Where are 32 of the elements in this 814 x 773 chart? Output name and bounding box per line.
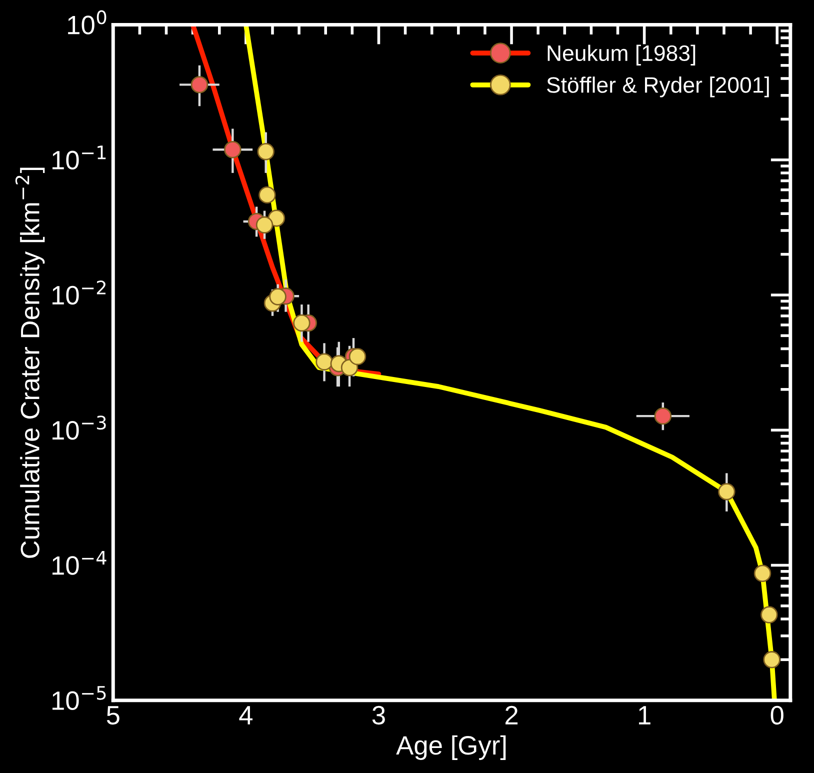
point (654, 407, 672, 425)
y-tick-label: 10$^{−2}$ (52, 280, 106, 305)
x-tick-label: 3 (372, 706, 385, 725)
x-tick-label: 0 (770, 706, 784, 725)
x-tick-label: 5 (106, 706, 120, 725)
point (718, 483, 736, 500)
legend-label: Stöffler & Ryder [2001] (547, 76, 769, 98)
line-series (190, 24, 382, 376)
point (269, 288, 286, 306)
point (190, 76, 208, 94)
point (316, 353, 333, 370)
y-tick-label: 10$^{−3}$ (52, 416, 106, 440)
legend-label: Neukum [1983] (548, 44, 696, 66)
point (293, 314, 310, 332)
y-tick-label: 10$^{−5}$ (52, 686, 106, 710)
point (256, 216, 274, 234)
x-tick-label: 1 (638, 706, 650, 724)
y-axis-title: Cumulative Crater Density [km$^{−2}$] (15, 168, 45, 558)
x-axis-title: Age [Gyr] (396, 735, 506, 760)
y-tick-label: 10$^{−4}$ (52, 551, 106, 575)
y-tick-label: 10$^{−1}$ (52, 146, 106, 170)
y-tick-label: 10$^{0}$ (68, 10, 106, 34)
point (760, 606, 778, 624)
point (754, 564, 772, 582)
point (258, 186, 276, 204)
point (763, 651, 780, 668)
x-tick-label: 4 (239, 706, 253, 724)
point (224, 141, 242, 158)
point (268, 210, 286, 227)
x-tick-label: 2 (506, 706, 518, 724)
point (257, 143, 274, 160)
point (348, 348, 366, 366)
